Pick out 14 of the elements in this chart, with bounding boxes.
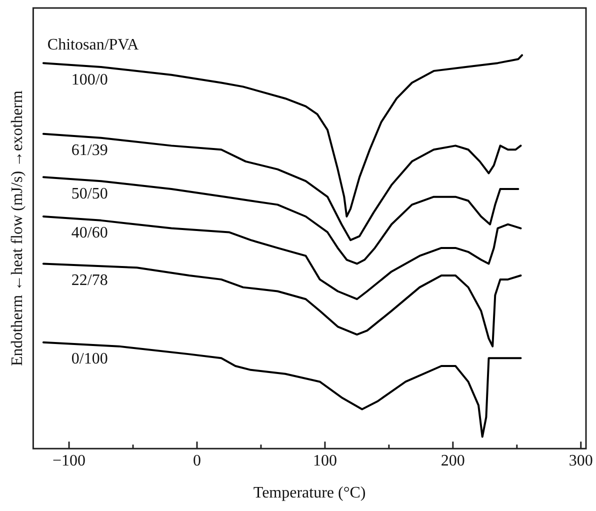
x-axis-title: Temperature (°C): [253, 484, 366, 502]
x-tick-label: 300: [568, 452, 593, 470]
x-tick-label: −100: [52, 452, 86, 470]
series-label: 100/0: [71, 71, 108, 88]
x-tick-label: 0: [192, 452, 201, 470]
y-axis-title: Endotherm ←heat flow (mJ/s) →exotherm: [8, 90, 26, 366]
x-tick-label: 100: [312, 452, 337, 470]
x-tick-label: 200: [440, 452, 465, 470]
series-label: 61/39: [71, 142, 108, 160]
series-label: 50/50: [71, 185, 108, 202]
series-label: 40/60: [71, 224, 108, 242]
series-label: 0/100: [71, 350, 108, 368]
legend-title: Chitosan/PVA: [47, 36, 140, 54]
series-label: 22/78: [71, 272, 108, 289]
